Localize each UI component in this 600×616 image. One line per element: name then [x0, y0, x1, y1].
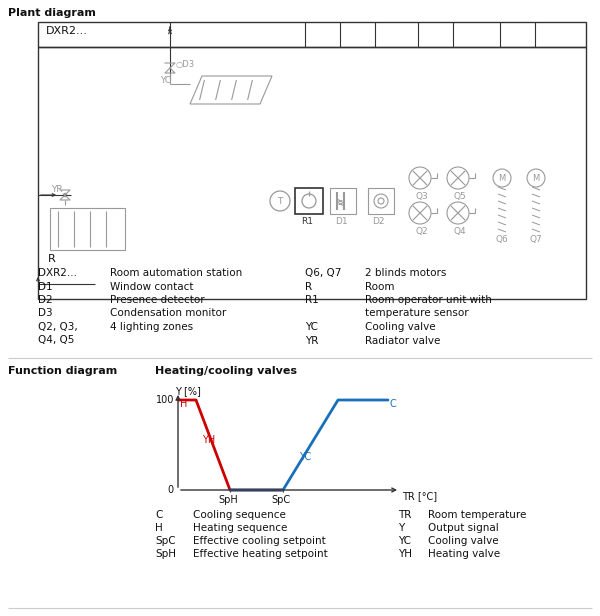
Text: D2: D2 — [372, 217, 385, 226]
Text: Output signal: Output signal — [428, 523, 499, 533]
Circle shape — [64, 193, 67, 197]
Text: Q4, Q5: Q4, Q5 — [38, 336, 74, 346]
Text: Q5: Q5 — [454, 192, 467, 201]
Text: temperature sensor: temperature sensor — [365, 309, 469, 318]
Text: D3: D3 — [38, 309, 53, 318]
Text: YH: YH — [398, 549, 412, 559]
Text: H: H — [155, 523, 163, 533]
Text: SpC: SpC — [271, 495, 290, 505]
Text: Window contact: Window contact — [110, 282, 193, 291]
Bar — [368, 188, 394, 214]
Bar — [295, 188, 323, 214]
Text: Q3: Q3 — [416, 192, 429, 201]
Text: Y [%]: Y [%] — [175, 386, 201, 396]
Text: M: M — [498, 174, 505, 183]
Text: Cooling valve: Cooling valve — [365, 322, 436, 332]
Text: Y: Y — [398, 523, 404, 533]
Text: Presence detector: Presence detector — [110, 295, 205, 305]
Text: Heating/cooling valves: Heating/cooling valves — [155, 366, 297, 376]
Bar — [38, 47, 586, 299]
Bar — [38, 22, 586, 47]
Text: YC: YC — [305, 322, 318, 332]
Text: 100: 100 — [155, 395, 174, 405]
Text: R1: R1 — [305, 295, 319, 305]
Text: SpC: SpC — [155, 536, 176, 546]
Text: Q6, Q7: Q6, Q7 — [305, 268, 341, 278]
Text: Cooling sequence: Cooling sequence — [193, 510, 286, 520]
Text: R: R — [48, 254, 56, 264]
Text: Q7: Q7 — [530, 235, 543, 244]
Text: R: R — [305, 282, 312, 291]
Text: Room operator unit with: Room operator unit with — [365, 295, 492, 305]
Text: T: T — [277, 197, 283, 206]
Text: Heating sequence: Heating sequence — [193, 523, 287, 533]
Text: 4 lighting zones: 4 lighting zones — [110, 322, 193, 332]
Text: Plant diagram: Plant diagram — [8, 8, 96, 18]
Text: Heating valve: Heating valve — [428, 549, 500, 559]
Text: Room: Room — [365, 282, 395, 291]
Text: M: M — [532, 174, 539, 183]
Text: Q6: Q6 — [496, 235, 509, 244]
Text: 2 blinds motors: 2 blinds motors — [365, 268, 446, 278]
Text: TR: TR — [398, 510, 412, 520]
Text: Q2: Q2 — [416, 227, 428, 236]
Bar — [50, 208, 125, 250]
Text: Cooling valve: Cooling valve — [428, 536, 499, 546]
Text: SpH: SpH — [218, 495, 238, 505]
Text: C: C — [390, 399, 397, 409]
Text: Effective cooling setpoint: Effective cooling setpoint — [193, 536, 326, 546]
Text: TR [°C]: TR [°C] — [402, 491, 437, 501]
Text: YR: YR — [51, 185, 62, 194]
Text: DXR2...: DXR2... — [46, 26, 88, 36]
Text: SpH: SpH — [155, 549, 176, 559]
Text: Function diagram: Function diagram — [8, 366, 117, 376]
Text: Q2, Q3,: Q2, Q3, — [38, 322, 78, 332]
Text: R1: R1 — [301, 217, 313, 226]
Text: YC: YC — [299, 452, 311, 462]
Text: Room temperature: Room temperature — [428, 510, 526, 520]
Text: Q4: Q4 — [454, 227, 467, 236]
Text: DXR2...: DXR2... — [38, 268, 77, 278]
Text: Radiator valve: Radiator valve — [365, 336, 440, 346]
Text: C: C — [155, 510, 163, 520]
Text: Effective heating setpoint: Effective heating setpoint — [193, 549, 328, 559]
Text: YR: YR — [305, 336, 319, 346]
Text: YC: YC — [398, 536, 411, 546]
Text: 0: 0 — [168, 485, 174, 495]
Text: YH: YH — [202, 435, 215, 445]
Text: YC: YC — [160, 76, 171, 85]
Text: D1: D1 — [38, 282, 53, 291]
Text: D1: D1 — [335, 217, 347, 226]
Text: Room automation station: Room automation station — [110, 268, 242, 278]
Text: Condensation monitor: Condensation monitor — [110, 309, 226, 318]
Text: D2: D2 — [38, 295, 53, 305]
Text: ○D3: ○D3 — [176, 60, 195, 69]
Bar — [330, 188, 356, 214]
Text: H: H — [180, 399, 187, 409]
